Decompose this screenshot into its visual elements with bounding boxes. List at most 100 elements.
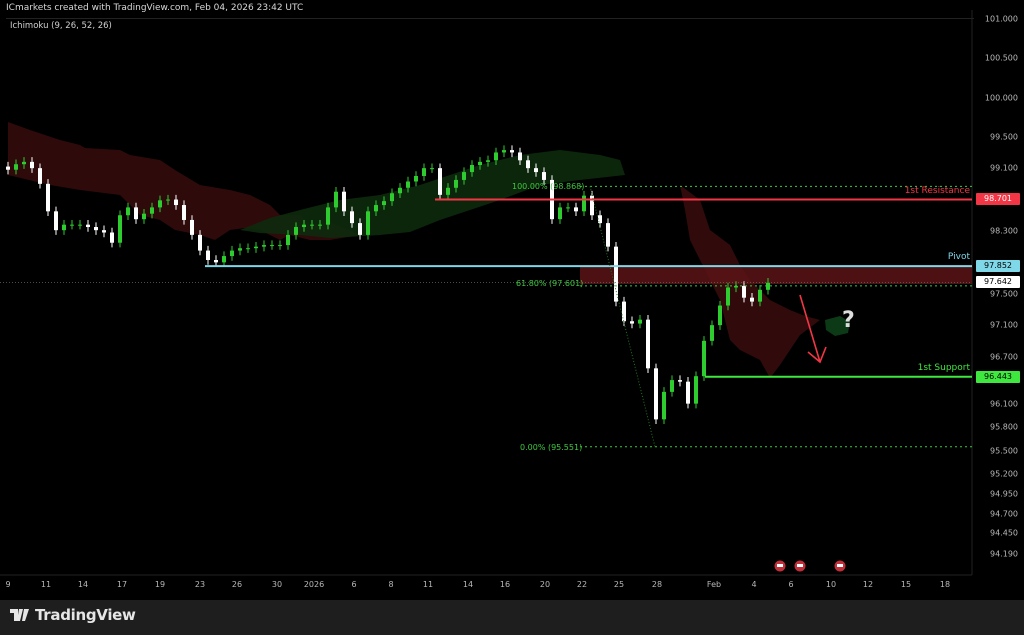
candle-body <box>462 172 466 180</box>
candle-body <box>366 211 370 235</box>
candle-body <box>198 234 202 251</box>
candle <box>118 210 122 248</box>
candle-body <box>278 245 282 247</box>
candle <box>94 222 98 235</box>
candle-body <box>270 245 274 247</box>
candle-body <box>414 176 418 182</box>
price-tick: 94.700 <box>990 509 1018 519</box>
candle <box>670 375 674 397</box>
candle <box>86 219 90 232</box>
candle-body <box>478 161 482 166</box>
event-flag-stripe <box>837 564 843 567</box>
candle <box>702 336 706 381</box>
candle <box>470 160 474 177</box>
candle <box>638 314 642 329</box>
candle-body <box>46 183 50 212</box>
candle-body <box>702 340 706 377</box>
candle-body <box>294 227 298 235</box>
event-flag-stripe <box>797 564 803 567</box>
price-tick: 95.200 <box>990 469 1018 479</box>
candle <box>438 163 442 200</box>
chart-area[interactable]: ICmarkets created with TradingView.com, … <box>0 0 1024 600</box>
tradingview-logo[interactable]: TradingView <box>10 606 136 624</box>
price-tick: 95.800 <box>990 422 1018 432</box>
candle <box>462 167 466 185</box>
fib-100-label: 100.00% (98.868) <box>512 182 585 191</box>
candle-body <box>94 227 98 231</box>
candle <box>278 240 282 250</box>
candle <box>622 296 626 326</box>
candle <box>678 375 682 387</box>
candle <box>198 230 202 256</box>
candle <box>302 219 306 232</box>
candle-body <box>758 289 762 302</box>
candle <box>478 157 482 170</box>
candle-body <box>502 150 506 153</box>
candle <box>526 155 530 173</box>
candle-body <box>350 211 354 224</box>
candle-body <box>158 200 162 208</box>
candles <box>6 145 770 425</box>
candle-body <box>734 285 738 288</box>
price-tick: 96.100 <box>990 399 1018 409</box>
candle-body <box>110 232 114 243</box>
candle <box>574 202 578 217</box>
candle <box>78 219 82 230</box>
brand-name: TradingView <box>35 606 136 624</box>
time-tick: 6 <box>788 580 794 589</box>
price-tick: 98.300 <box>990 226 1018 236</box>
candle-body <box>670 380 674 392</box>
fib-0-label: 0.00% (95.551) <box>520 443 583 452</box>
candle <box>374 200 378 217</box>
candle <box>614 241 618 307</box>
time-tick: 23 <box>194 580 206 589</box>
candle-body <box>438 168 442 195</box>
candle <box>214 255 218 268</box>
candle <box>262 240 266 252</box>
candle <box>286 230 290 250</box>
time-tick: 14 <box>77 580 89 589</box>
resistance-label: 1st Resistance <box>904 186 970 196</box>
event-flag-stripe <box>777 564 783 567</box>
candle-body <box>558 207 562 220</box>
chart-canvas[interactable] <box>0 0 1024 600</box>
candle <box>542 167 546 185</box>
candle-body <box>710 325 714 341</box>
pivot-price-tag: 97.852 <box>976 260 1020 272</box>
candle <box>582 190 586 217</box>
time-tick: 8 <box>388 580 394 589</box>
candle-body <box>334 191 338 208</box>
candle <box>318 219 322 230</box>
time-tick: Feb <box>706 580 722 589</box>
candle-body <box>206 250 210 260</box>
candle <box>710 320 714 346</box>
candle-body <box>38 168 42 184</box>
candle <box>430 163 434 173</box>
bearish-arrow <box>799 294 821 363</box>
time-tick: 11 <box>40 580 52 589</box>
candle <box>486 155 490 167</box>
economic-event-icon <box>774 560 786 572</box>
candle <box>630 316 634 329</box>
time-tick: 14 <box>462 580 474 589</box>
candle-body <box>726 287 730 306</box>
candle <box>190 215 194 240</box>
indicator-legend[interactable]: Ichimoku (9, 26, 52, 26) <box>6 18 974 35</box>
candle <box>22 157 26 169</box>
time-tick: 11 <box>422 580 434 589</box>
fib-618-label: 61.80% (97.601) <box>516 279 584 288</box>
candle <box>726 282 730 311</box>
candle-body <box>566 207 570 209</box>
candle <box>142 208 146 224</box>
price-tick: 96.700 <box>990 352 1018 362</box>
candle-body <box>718 305 722 326</box>
candle-body <box>646 319 650 369</box>
candle <box>758 285 762 307</box>
levels <box>0 185 972 572</box>
candle <box>326 202 330 230</box>
candle <box>358 218 362 240</box>
candle-body <box>286 234 290 246</box>
candle-body <box>134 207 138 220</box>
candle-body <box>14 164 18 170</box>
candle-body <box>526 160 530 169</box>
